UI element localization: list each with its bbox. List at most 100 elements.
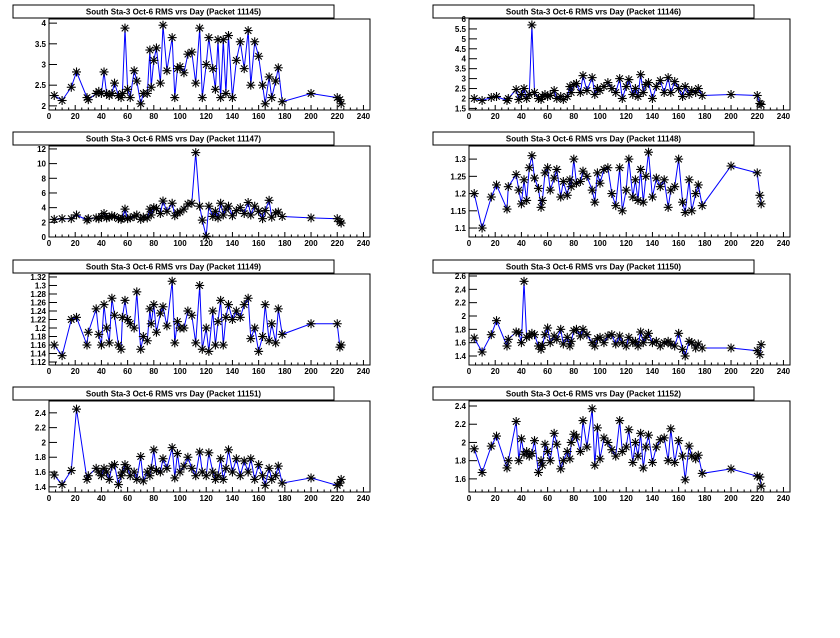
data-point-marker (755, 472, 765, 482)
data-point-marker (693, 450, 703, 460)
x-tick-label: 80 (149, 239, 158, 248)
data-point-marker (590, 460, 600, 470)
marker-stroke (667, 425, 675, 433)
data-point-marker (666, 88, 676, 98)
marker-stroke (553, 440, 561, 448)
marker-stroke (608, 331, 616, 339)
marker-stroke (727, 90, 735, 99)
data-point-marker (519, 175, 529, 185)
marker-stroke (634, 452, 642, 460)
marker-stroke (202, 60, 210, 69)
marker-stroke (639, 88, 647, 97)
data-point-marker (110, 460, 120, 470)
data-point-marker (492, 431, 502, 441)
data-point-marker (120, 204, 130, 214)
data-point-marker (336, 99, 346, 109)
marker-stroke (337, 475, 345, 484)
marker-stroke (209, 65, 217, 73)
marker-stroke (576, 177, 584, 186)
marker-stroke (184, 307, 192, 315)
marker-stroke (487, 193, 495, 201)
data-point-marker (264, 72, 274, 82)
data-point-marker (578, 71, 588, 81)
x-tick-label: 200 (304, 112, 318, 121)
data-point-marker (57, 480, 67, 490)
x-tick-label: 60 (123, 112, 132, 121)
data-point-marker (514, 328, 524, 338)
data-point-marker (587, 404, 597, 414)
x-tick-label: 60 (543, 239, 552, 248)
marker-stroke (756, 191, 764, 199)
data-point-marker (258, 332, 268, 342)
data-point-marker (502, 341, 512, 351)
marker-stroke (159, 455, 167, 463)
marker-stroke (515, 457, 523, 465)
data-point-marker (267, 93, 277, 103)
marker-stroke (97, 89, 106, 98)
x-tick-label: 40 (517, 239, 526, 248)
x-tick-label: 40 (97, 112, 106, 121)
marker-stroke (247, 81, 255, 89)
marker-stroke (537, 345, 545, 353)
plot-panel-5: South Sta-3 Oct-6 RMS vrs Day (Packet 11… (12, 259, 371, 376)
marker-stroke (123, 85, 132, 93)
marker-stroke (644, 148, 653, 156)
data-point-marker (556, 464, 566, 474)
marker-stroke (583, 86, 591, 95)
x-tick-label: 180 (698, 112, 712, 121)
marker-stroke (163, 464, 171, 472)
marker-stroke (133, 288, 141, 296)
marker-stroke (217, 455, 225, 463)
marker-stroke (625, 426, 633, 434)
marker-stroke (593, 424, 602, 432)
marker-stroke (698, 344, 706, 352)
series-line (53, 281, 342, 357)
data-point-marker (522, 447, 532, 457)
marker-stroke (176, 468, 184, 476)
x-tick-label: 0 (47, 112, 52, 121)
marker-stroke (470, 189, 478, 198)
data-point-marker (530, 436, 540, 446)
data-point-marker (260, 300, 270, 310)
data-point-marker (273, 304, 283, 314)
x-tick-label: 40 (97, 367, 106, 376)
data-point-marker (72, 210, 82, 220)
data-point-marker (756, 481, 766, 491)
y-tick-label: 4 (42, 19, 47, 28)
data-point-marker (239, 300, 249, 310)
data-point-marker (511, 170, 521, 180)
x-tick-label: 100 (173, 367, 187, 376)
marker-stroke (198, 93, 206, 102)
marker-stroke (478, 348, 486, 356)
marker-stroke (492, 317, 501, 325)
data-point-marker (726, 90, 736, 100)
x-tick-label: 20 (491, 494, 500, 503)
x-tick-label: 40 (517, 367, 526, 376)
data-point-marker (562, 447, 572, 457)
marker-stroke (566, 176, 574, 184)
data-point-marker (117, 467, 127, 477)
y-tick-label: 2 (42, 438, 47, 447)
marker-stroke (579, 167, 587, 175)
marker-stroke (504, 457, 512, 465)
data-point-marker (595, 178, 605, 188)
x-tick-label: 100 (173, 239, 187, 248)
data-point-marker (641, 442, 651, 452)
marker-stroke (675, 155, 683, 163)
data-point-marker (213, 317, 223, 327)
marker-stroke (114, 341, 123, 349)
data-point-marker (107, 88, 117, 98)
data-point-marker (566, 336, 576, 346)
marker-stroke (150, 300, 158, 309)
y-tick-label: 1.8 (455, 457, 467, 466)
marker-stroke (512, 170, 520, 179)
data-point-marker (197, 215, 207, 225)
data-point-marker (752, 90, 762, 100)
data-point-marker (254, 346, 264, 356)
marker-stroke (171, 474, 179, 482)
marker-stroke (600, 434, 608, 442)
plot-title: South Sta-3 Oct-6 RMS vrs Day (Packet 11… (86, 135, 262, 144)
x-tick-label: 120 (620, 239, 634, 248)
marker-stroke (159, 197, 167, 205)
